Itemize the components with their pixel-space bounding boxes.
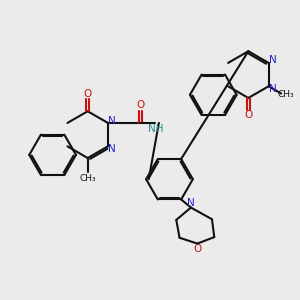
Text: N: N [269, 56, 277, 65]
Text: N: N [108, 144, 116, 154]
Text: CH₃: CH₃ [80, 174, 96, 183]
Text: O: O [84, 89, 92, 99]
Text: NH: NH [148, 124, 164, 134]
Text: N: N [269, 84, 277, 94]
Text: N: N [108, 116, 116, 125]
Text: O: O [136, 100, 145, 110]
Text: CH₃: CH₃ [278, 90, 295, 99]
Text: O: O [193, 244, 202, 254]
Text: N: N [187, 198, 195, 208]
Text: O: O [244, 110, 253, 120]
